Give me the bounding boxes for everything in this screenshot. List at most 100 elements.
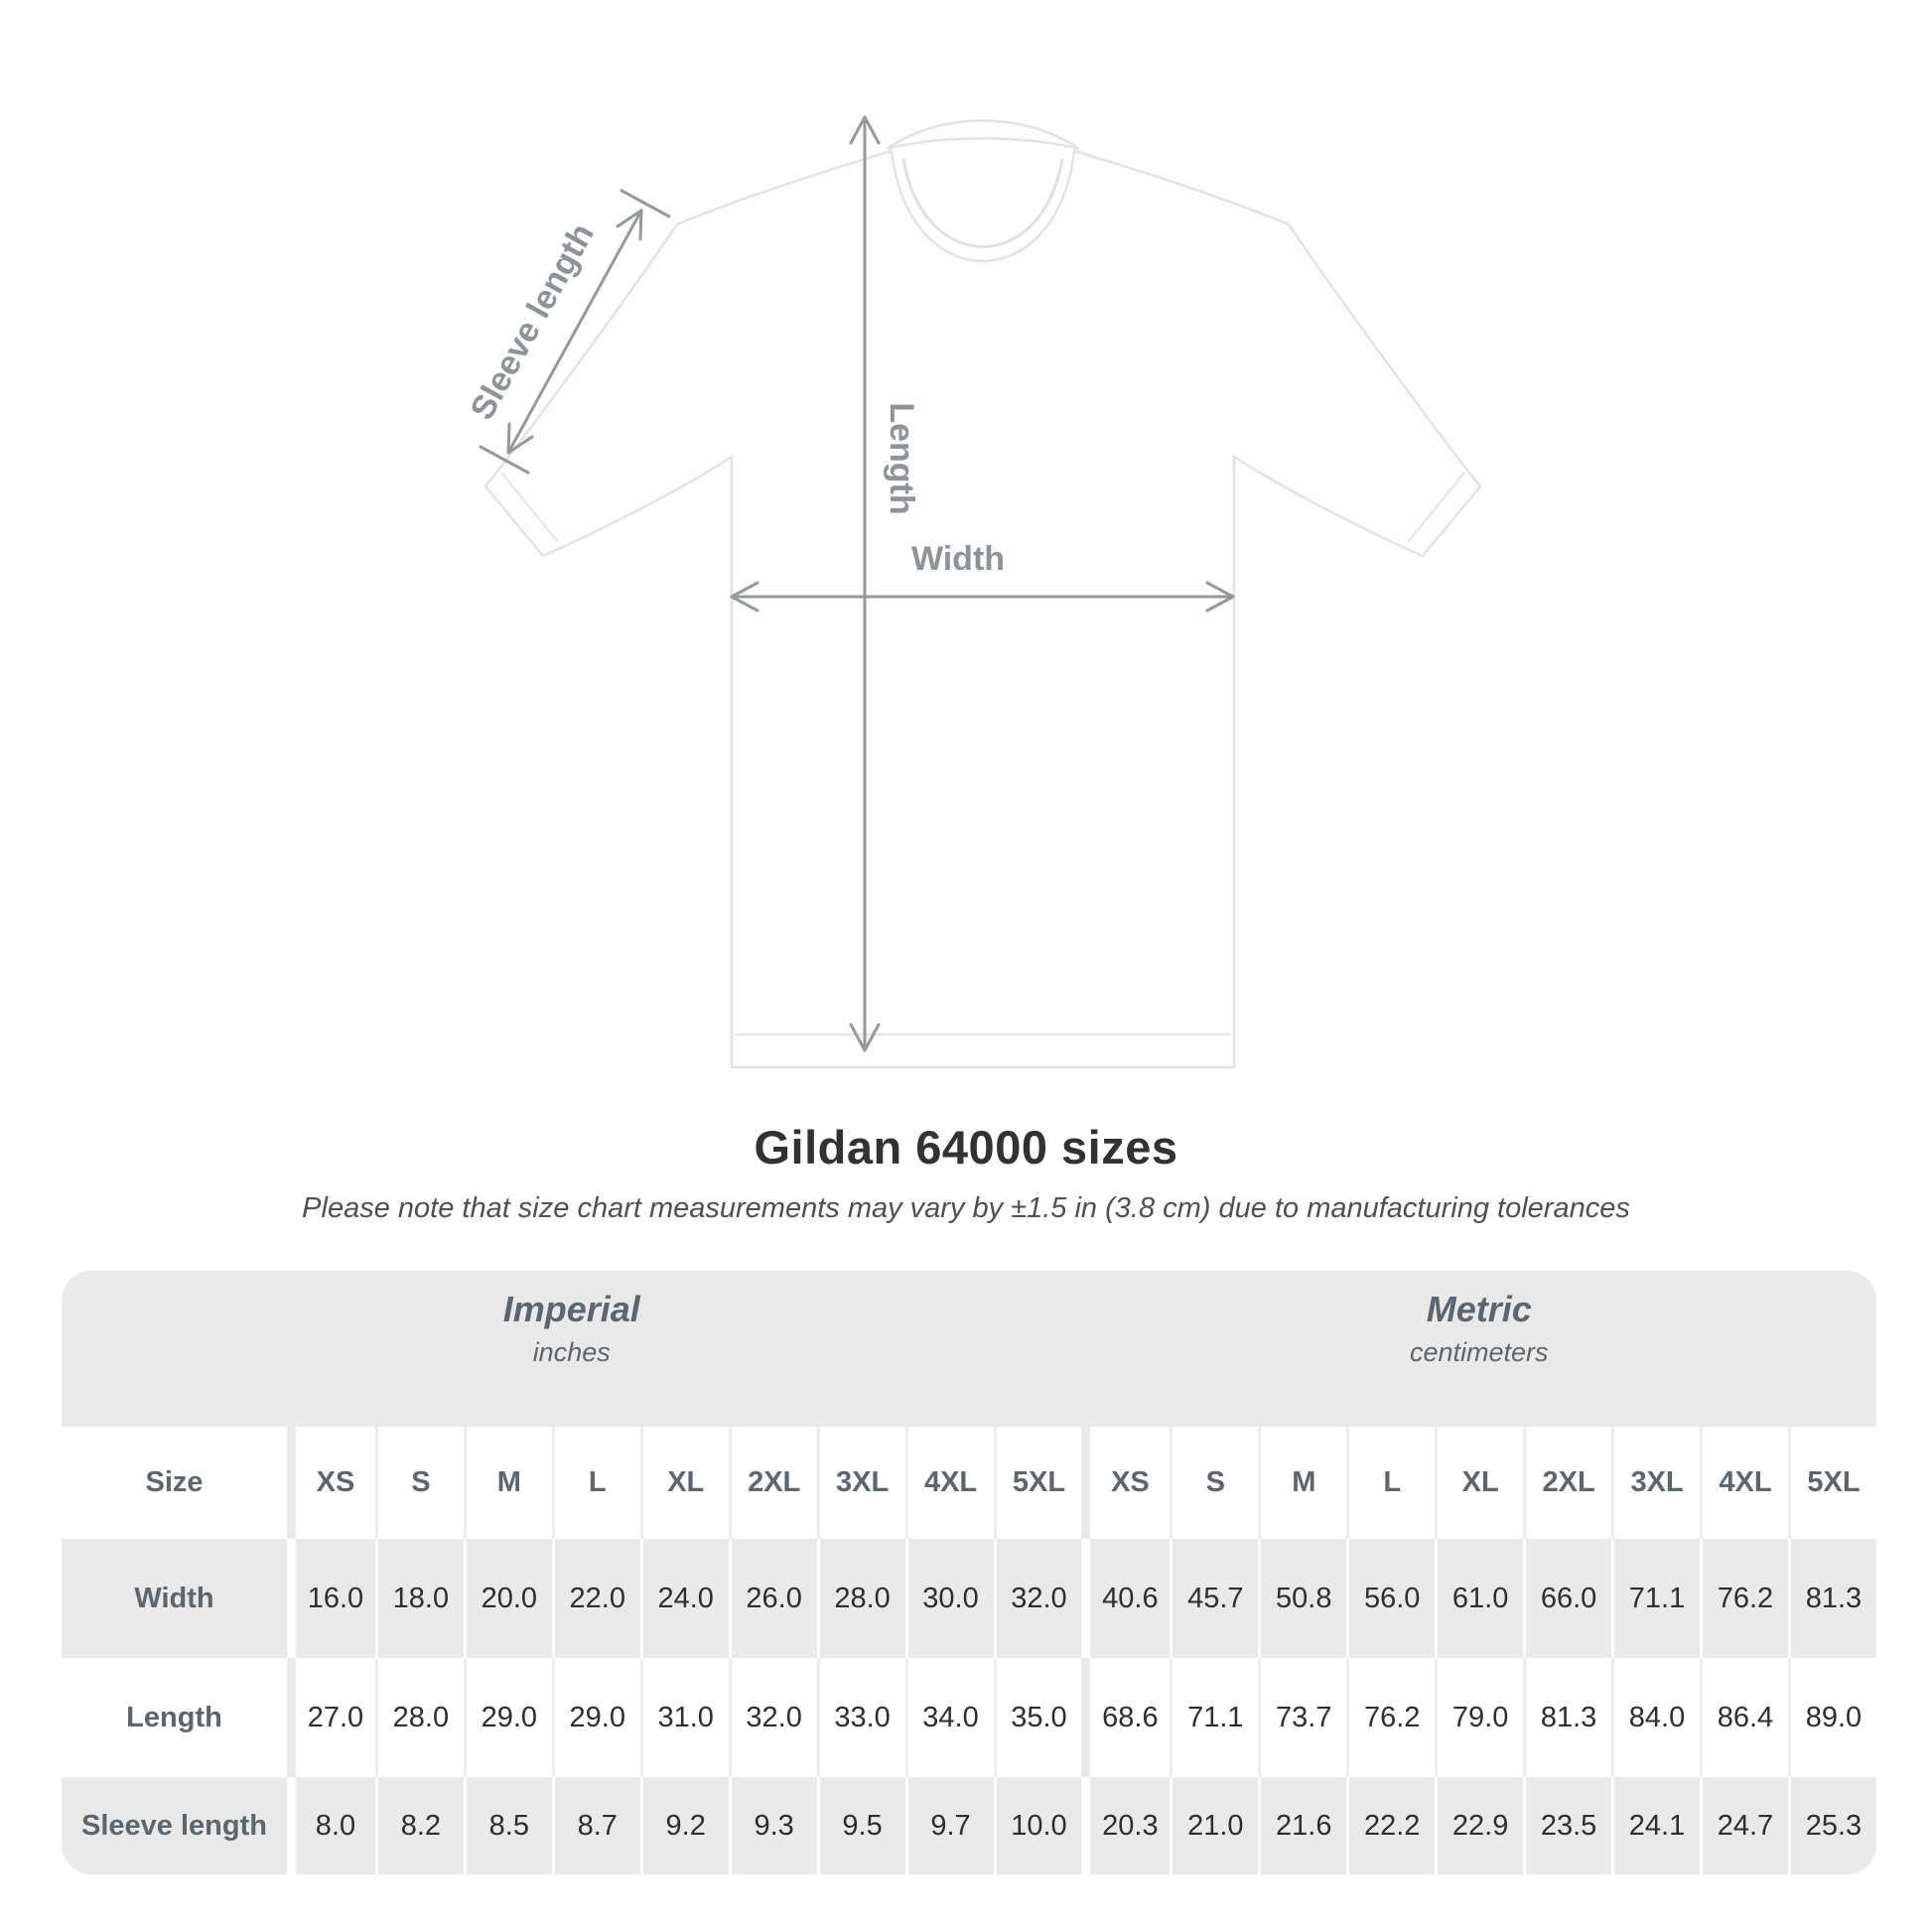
size-col-metric-xl: XL <box>1435 1427 1524 1539</box>
value-cell-metric: 20.3 <box>1081 1777 1171 1874</box>
value-cell-metric: 25.3 <box>1787 1777 1876 1874</box>
value-cell-metric: 66.0 <box>1523 1539 1612 1658</box>
value-cell-imperial: 22.0 <box>551 1539 640 1658</box>
page-title: Gildan 64000 sizes <box>754 1121 1178 1173</box>
imperial-group-unit: inches <box>532 1337 611 1367</box>
value-cell-imperial: 20.0 <box>463 1539 552 1658</box>
sleeve-length-dimension-arrow <box>479 189 671 475</box>
size-col-imperial-3xl: 3XL <box>816 1427 905 1539</box>
size-col-metric-m: M <box>1258 1427 1347 1539</box>
size-col-metric-3xl: 3XL <box>1611 1427 1700 1539</box>
table-row-width: Width 16.0 18.0 20.0 22.0 24.0 26.0 28.0 30.0 32.… <box>62 1539 1876 1658</box>
value-cell-imperial: 9.5 <box>816 1777 905 1874</box>
size-col-imperial-5xl: 5XL <box>993 1427 1082 1539</box>
size-col-imperial-l: L <box>551 1427 640 1539</box>
value-cell-imperial: 10.0 <box>993 1777 1082 1874</box>
value-cell-metric: 23.5 <box>1523 1777 1612 1874</box>
value-cell-metric: 45.7 <box>1170 1539 1259 1658</box>
value-cell-metric: 21.0 <box>1170 1777 1259 1874</box>
size-col-imperial-4xl: 4XL <box>904 1427 994 1539</box>
width-dimension-arrow <box>730 581 1235 613</box>
value-cell-imperial: 16.0 <box>287 1539 375 1658</box>
value-cell-imperial: 9.2 <box>639 1777 729 1874</box>
row-label: Sleeve length <box>62 1777 287 1874</box>
subtitle: Please note that size chart measurements… <box>302 1192 1630 1224</box>
size-col-imperial-s: S <box>374 1427 464 1539</box>
value-cell-imperial: 24.0 <box>639 1539 729 1658</box>
size-col-metric-4xl: 4XL <box>1700 1427 1788 1539</box>
tshirt-body <box>483 149 1482 1069</box>
value-cell-imperial: 30.0 <box>904 1539 994 1658</box>
value-cell-metric: 21.6 <box>1258 1777 1347 1874</box>
length-dimension-arrow <box>849 115 881 1052</box>
size-chart-graphic: Length Width Sleeve length Gildan 64000 … <box>62 115 1876 1874</box>
value-cell-imperial: 27.0 <box>287 1658 375 1777</box>
size-header-label: Size <box>62 1427 287 1539</box>
value-cell-metric: 56.0 <box>1346 1539 1436 1658</box>
imperial-group-label: Imperial <box>502 1289 640 1329</box>
value-cell-imperial: 9.7 <box>904 1777 994 1874</box>
value-cell-imperial: 31.0 <box>639 1658 729 1777</box>
value-cell-metric: 24.7 <box>1700 1777 1788 1874</box>
value-cell-metric: 81.3 <box>1523 1658 1612 1777</box>
value-cell-imperial: 34.0 <box>904 1658 994 1777</box>
size-col-imperial-xl: XL <box>639 1427 729 1539</box>
tshirt-collar-back <box>886 119 1080 151</box>
value-cell-metric: 86.4 <box>1700 1658 1788 1777</box>
value-cell-imperial: 29.0 <box>463 1658 552 1777</box>
value-cell-imperial: 35.0 <box>993 1658 1082 1777</box>
metric-group-label: Metric <box>1426 1289 1532 1329</box>
value-cell-metric: 61.0 <box>1435 1539 1524 1658</box>
value-cell-metric: 68.6 <box>1081 1658 1171 1777</box>
value-cell-metric: 71.1 <box>1611 1539 1700 1658</box>
size-col-imperial-xs: XS <box>287 1427 375 1539</box>
value-cell-metric: 71.1 <box>1170 1658 1259 1777</box>
value-cell-imperial: 32.0 <box>728 1658 817 1777</box>
value-cell-metric: 50.8 <box>1258 1539 1347 1658</box>
size-header-row: Size XS S M L XL 2XL 3XL 4XL 5XL XS S M L XL 2XL 3XL 4XL… <box>62 1427 1876 1539</box>
value-cell-metric: 76.2 <box>1346 1658 1436 1777</box>
row-label: Length <box>62 1658 287 1777</box>
tshirt-diagram: Length Width Sleeve length <box>463 115 1482 1069</box>
metric-group-unit: centimeters <box>1409 1337 1549 1367</box>
value-cell-imperial: 18.0 <box>374 1539 464 1658</box>
size-col-imperial-2xl: 2XL <box>728 1427 817 1539</box>
value-cell-metric: 84.0 <box>1611 1658 1700 1777</box>
unit-group-header-row: Imperial inches Metric centimeters <box>62 1271 1876 1427</box>
value-cell-metric: 81.3 <box>1787 1539 1876 1658</box>
value-cell-imperial: 8.0 <box>287 1777 375 1874</box>
size-table-grid: Imperial inches Metric centimeters Size … <box>62 1271 1876 1874</box>
value-cell-metric: 24.1 <box>1611 1777 1700 1874</box>
value-cell-metric: 89.0 <box>1787 1658 1876 1777</box>
value-cell-metric: 76.2 <box>1700 1539 1788 1658</box>
value-cell-imperial: 9.3 <box>728 1777 817 1874</box>
value-cell-metric: 22.9 <box>1435 1777 1524 1874</box>
tshirt-collar-seam <box>901 158 1064 248</box>
metric-group-header: Metric centimeters <box>1081 1271 1876 1427</box>
value-cell-imperial: 33.0 <box>816 1658 905 1777</box>
size-col-metric-2xl: 2XL <box>1523 1427 1612 1539</box>
tshirt-left-sleeve-seam <box>500 472 559 543</box>
size-col-metric-xs: XS <box>1081 1427 1171 1539</box>
size-col-metric-s: S <box>1170 1427 1259 1539</box>
value-cell-metric: 22.2 <box>1346 1777 1436 1874</box>
value-cell-imperial: 29.0 <box>551 1658 640 1777</box>
tshirt-right-sleeve-seam <box>1407 472 1465 543</box>
size-table: Imperial inches Metric centimeters Size … <box>62 1271 1876 1874</box>
value-cell-imperial: 8.5 <box>463 1777 552 1874</box>
value-cell-imperial: 28.0 <box>374 1658 464 1777</box>
value-cell-imperial: 8.2 <box>374 1777 464 1874</box>
value-cell-metric: 79.0 <box>1435 1658 1524 1777</box>
value-cell-imperial: 28.0 <box>816 1539 905 1658</box>
value-cell-metric: 73.7 <box>1258 1658 1347 1777</box>
value-cell-imperial: 8.7 <box>551 1777 640 1874</box>
width-label: Width <box>911 540 1005 578</box>
value-cell-imperial: 26.0 <box>728 1539 817 1658</box>
size-col-imperial-m: M <box>463 1427 552 1539</box>
table-row-sleeve-length: Sleeve length 8.0 8.2 8.5 8.7 9.2 9.3 9.5 9.7 10.… <box>62 1777 1876 1874</box>
value-cell-imperial: 32.0 <box>993 1539 1082 1658</box>
length-label: Length <box>883 402 920 514</box>
row-label: Width <box>62 1539 287 1658</box>
size-col-metric-l: L <box>1346 1427 1436 1539</box>
size-col-metric-5xl: 5XL <box>1787 1427 1876 1539</box>
